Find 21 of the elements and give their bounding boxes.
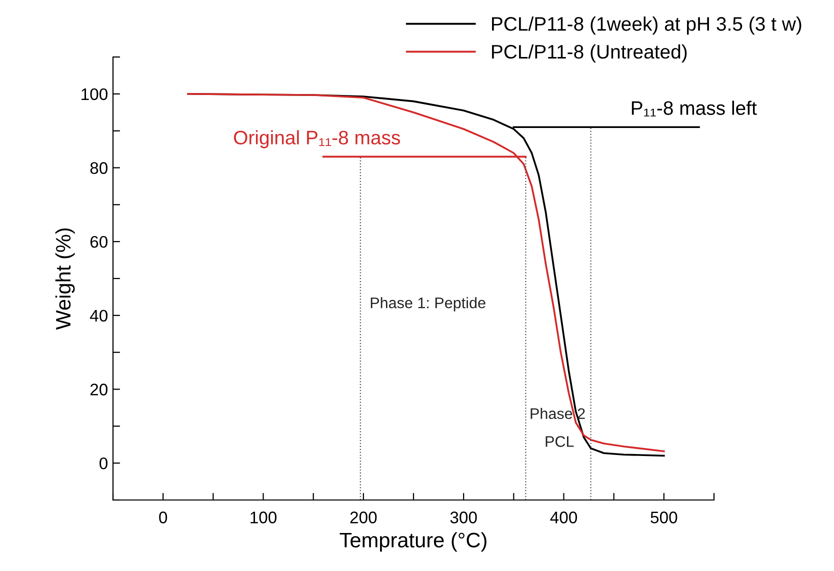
y-tick-label: 0 (100, 457, 108, 470)
y-axis-title: Weight (%) (55, 228, 75, 330)
x-tick-label: 500 (650, 512, 678, 524)
legend-label: PCL/P11-8 (Untreated) (492, 44, 687, 63)
x-tick-label: 300 (450, 512, 477, 524)
y-tick-label: 20 (90, 384, 108, 396)
legend-label: PCL/P11-8 (1week) at pH 3.5 (3 t w) (492, 16, 802, 35)
y-tick-label: 60 (90, 236, 108, 248)
annotation: Phase 1: Peptide (370, 297, 486, 312)
y-tick-label: 40 (90, 310, 108, 322)
annotation: Phase 2 (530, 408, 585, 420)
series-label: P₁₁-8 mass left (632, 100, 757, 116)
x-tick-label: 0 (159, 512, 168, 524)
x-tick-label: 100 (250, 512, 277, 524)
x-tick-label: 200 (350, 512, 377, 524)
y-tick-label: 100 (82, 88, 108, 100)
y-tick-label: 80 (90, 162, 108, 174)
series-label: Original P₁₁-8 mass (234, 130, 400, 148)
annotation: PCL (546, 436, 574, 447)
x-tick-label: 400 (550, 512, 578, 524)
x-axis-title: Temprature (°C) (340, 532, 486, 552)
